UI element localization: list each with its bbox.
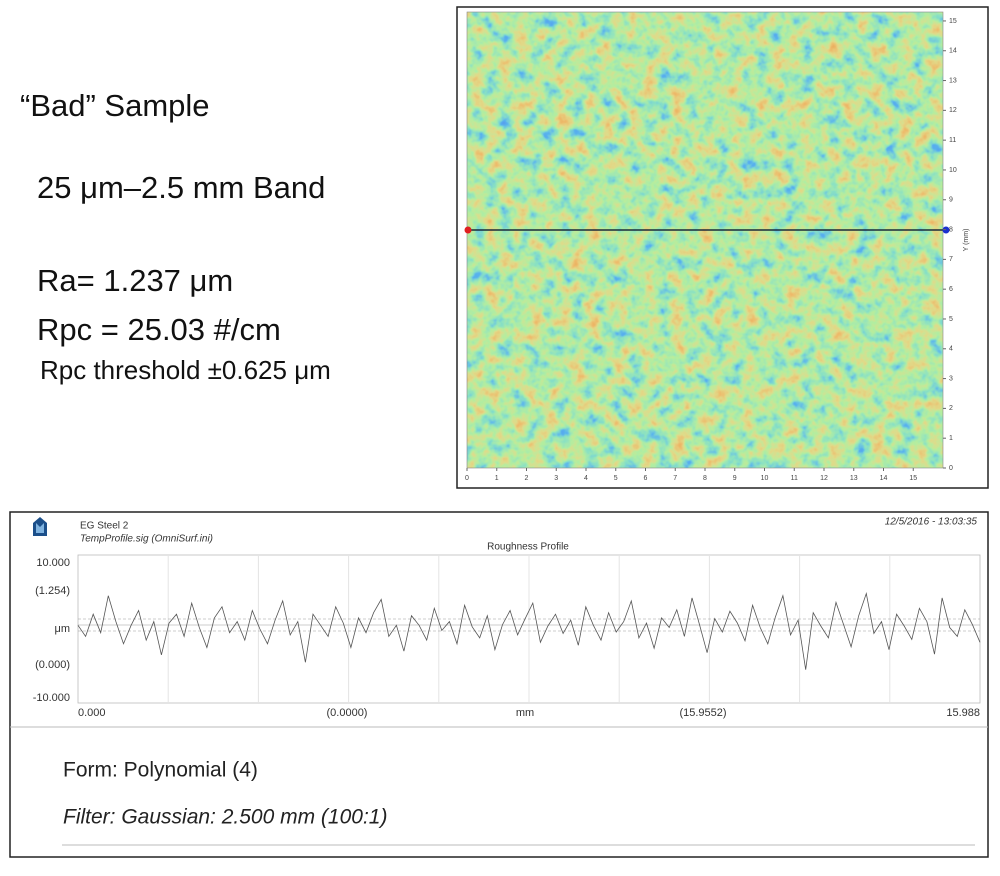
x-tick-label: 14 [880,475,888,482]
profile-title: Roughness Profile [487,542,569,553]
y-tick-label: 1 [949,435,953,442]
x-tick-label: 11 [791,475,798,482]
x-tick-label: 8 [703,475,707,482]
band: 25 μm–2.5 mm Band [37,170,325,205]
filter: Filter: Gaussian: 2.500 mm (100:1) [63,806,387,829]
x-label: (0.0000) [327,707,368,719]
y-tick-label: 15 [949,18,957,25]
x-tick-label: 7 [673,475,677,482]
y-axis-label: Y (mm) [963,229,970,252]
y-tick-label: 13 [949,77,957,84]
x-label: (15.9552) [679,707,726,719]
profile-chart: 10.000 (1.254) μm (0.000) -10.000 0.000 (0.000… [33,555,981,719]
y-tick-label: 6 [949,286,953,293]
y-tick-label: 0 [949,465,953,472]
y-tick-label: 10 [949,167,957,174]
y-label: (1.254) [35,585,70,597]
x-tick-label: 13 [850,475,858,482]
y-tick-label: 2 [949,405,953,412]
y-label: (0.000) [35,659,70,671]
x-tick-label: 10 [761,475,769,482]
slide-title: “Bad” Sample [20,88,210,123]
y-label: 10.000 [36,557,70,569]
x-tick-label: 2 [525,475,529,482]
x-tick-label: 0 [465,475,469,482]
y-tick-label: 12 [949,107,957,114]
profile-file: TempProfile.sig (OmniSurf.ini) [80,534,213,545]
threshold: Rpc threshold ±0.625 μm [40,355,331,385]
y-label: -10.000 [33,692,70,704]
y-tick-label: 14 [949,48,957,55]
y-tick-label: 11 [949,137,956,144]
y-tick-label: 9 [949,197,953,204]
x-tick-label: 4 [584,475,588,482]
profile-trace [77,591,981,670]
x-label: mm [516,707,534,719]
x-tick-label: 1 [495,475,499,482]
x-tick-label: 9 [733,475,737,482]
y-tick-label: 4 [949,346,953,353]
y-label: μm [54,623,70,635]
x-label: 15.988 [946,707,980,719]
y-tick-label: 5 [949,316,953,323]
rpc: Rpc = 25.03 #/cm [37,312,281,347]
profile-name: EG Steel 2 [80,521,129,532]
start-point [464,226,472,234]
ra: Ra= 1.237 μm [37,263,233,298]
x-tick-label: 5 [614,475,618,482]
y-tick-label: 7 [949,256,953,263]
x-tick-label: 3 [554,475,558,482]
x-tick-label: 12 [820,475,828,482]
x-tick-label: 15 [909,475,917,482]
y-tick-label: 8 [949,226,953,233]
logo-inner [36,523,44,533]
x-label: 0.000 [78,707,106,719]
y-tick-label: 3 [949,375,953,382]
x-tick-label: 6 [644,475,648,482]
heatmap [467,12,943,468]
heatmap-axes: 0 1 2 3 4 5 6 7 8 9 10 11 12 13 14 15012345678910111213… [465,18,957,482]
form: Form: Polynomial (4) [63,759,258,782]
profile-date: 12/5/2016 - 13:03:35 [885,517,978,528]
